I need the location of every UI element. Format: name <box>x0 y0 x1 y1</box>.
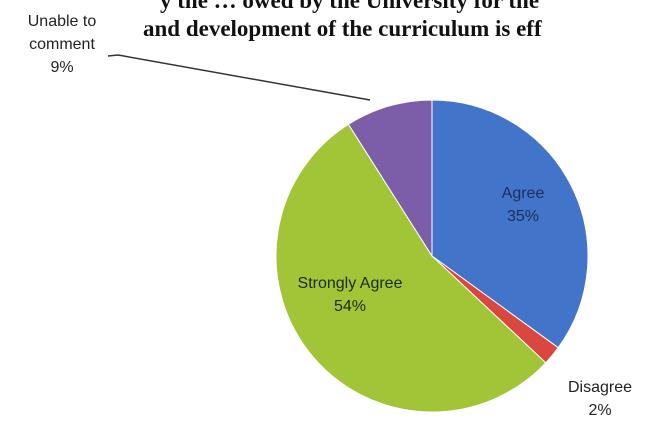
slice-label-disagree-pct: 2% <box>588 402 611 419</box>
leader-line-unable-to-comment <box>107 54 371 101</box>
slice-label-strongly-agree-pct: 54% <box>334 298 366 315</box>
pie-slice-agree <box>431 99 589 349</box>
slice-label-unable-to-comment-pct: 9% <box>50 59 73 76</box>
slice-label-unable-to-comment-text-1: comment <box>29 36 95 53</box>
slice-label-strongly-agree-text-0: Strongly Agree <box>298 275 403 292</box>
pie-slice-unable-to-comment <box>347 99 433 258</box>
slice-label-unable-to-comment-text-0: Unable to <box>28 13 97 30</box>
chart-title-line-2: and development of the curriculum is eff <box>143 16 542 41</box>
pie-labels: Agree 35% Disagree 2% Strongly Agree 54% Unabl… <box>28 13 632 419</box>
slice-label-disagree-text-0: Disagree <box>568 379 632 396</box>
pie-slices <box>275 99 589 413</box>
slice-label-agree-pct: 35% <box>507 208 539 225</box>
slice-label-agree-text-0: Agree <box>502 185 545 202</box>
pie-slice-strongly-agree <box>275 123 547 413</box>
chart-title-line-1: y the … owed by the University for the <box>160 0 540 13</box>
